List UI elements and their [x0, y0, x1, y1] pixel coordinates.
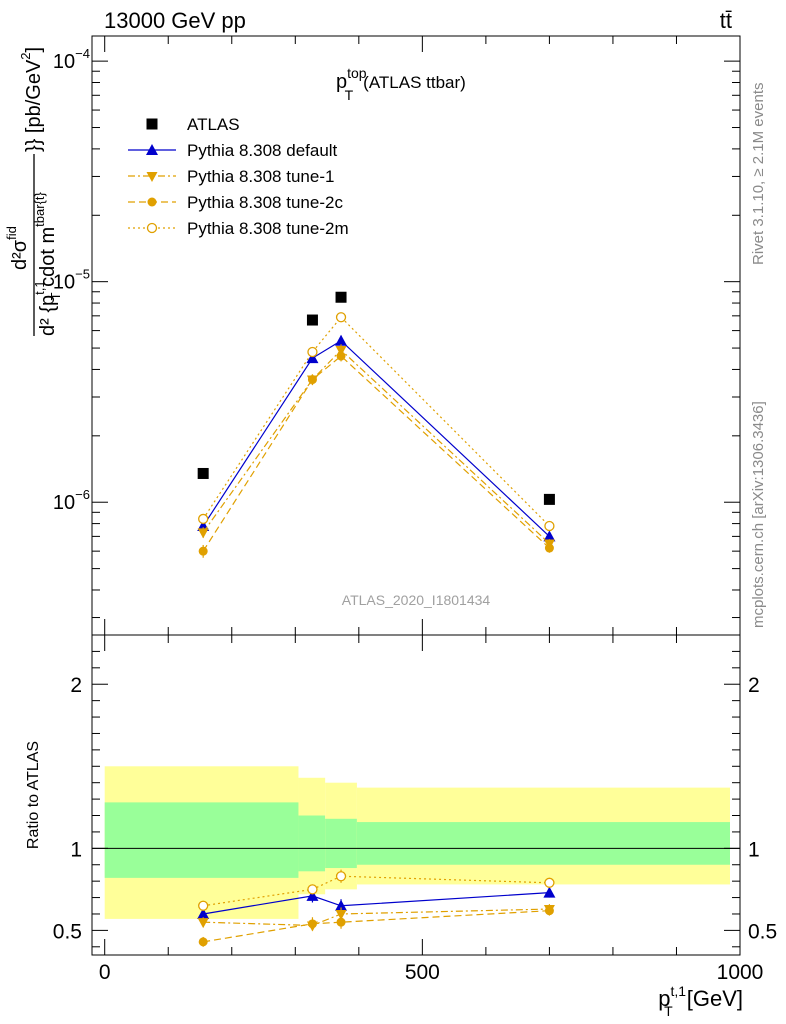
ratio-y-tick-label: 2: [70, 674, 82, 697]
ratio-series-pythia-8-308-tune-2m: [198, 869, 555, 911]
x-tick-label: 0: [99, 961, 111, 984]
ratio-y-axis-label: Ratio to ATLAS: [25, 741, 42, 849]
main-axis-ticks: 10−4 10−5 10−6: [53, 36, 741, 635]
legend-entry-pythia-8-308-tune-2c: Pythia 8.308 tune-2c: [128, 193, 343, 212]
legend-entry-pythia-8-308-tune-1: Pythia 8.308 tune-1: [128, 167, 334, 186]
legend-label: Pythia 8.308 tune-2c: [187, 193, 343, 212]
main-line-pythia-8-308-tune-2c: [202, 355, 550, 552]
ratio-y-tick-label: 0.5: [53, 920, 82, 943]
analysis-id-watermark: ATLAS_2020_I1801434: [342, 592, 491, 608]
ratio-point-pythia-8-308-tune-2c: [544, 906, 554, 916]
main-point-pythia-8-308-tune-2m: [335, 312, 347, 323]
mcplots-label: mcplots.cern.ch [arXiv:1306.3436]: [750, 401, 767, 628]
main-series-atlas: [197, 291, 555, 505]
legend-entry-pythia-8-308-tune-2m: Pythia 8.308 tune-2m: [128, 219, 349, 238]
ratio-point-pythia-8-308-default: [197, 907, 210, 919]
main-point-pythia-8-308-default: [543, 530, 556, 542]
legend-entry-pythia-8-308-default: Pythia 8.308 default: [128, 141, 338, 160]
main-point-atlas: [197, 467, 209, 479]
main-y-axis-label: d²σfid d² {pt,1T cdot mtbar{t} }} [pb/Ge…: [4, 47, 63, 336]
main-point-pythia-8-308-tune-2c: [336, 351, 346, 361]
ratio-point-pythia-8-308-tune-2c: [336, 917, 346, 927]
x-tick-label: 1000: [717, 961, 764, 984]
legend-marker: [146, 144, 158, 155]
ratio-line-pythia-8-308-tune-1: [203, 908, 550, 927]
legend-entry-atlas: ATLAS: [146, 115, 240, 134]
main-point-pythia-8-308-tune-2m: [307, 346, 318, 358]
main-point-pythia-8-308-tune-2m: [544, 520, 555, 532]
ratio-y-tick-label-right: 2: [748, 674, 760, 697]
main-point-pythia-8-308-tune-2c: [544, 543, 554, 553]
svg-text:d²σfid: d²σfid: [4, 226, 31, 270]
main-point-pythia-8-308-default: [306, 352, 319, 364]
main-point-atlas: [306, 314, 318, 326]
ratio-y-tick-label-right: 1: [748, 838, 760, 861]
legend-marker: [147, 197, 157, 207]
main-series-pythia-8-308-tune-2m: [198, 312, 555, 532]
ratio-band-stat: [356, 822, 730, 865]
main-point-atlas: [543, 493, 555, 505]
main-series-pythia-8-308-default: [197, 334, 556, 542]
legend-marker: [146, 172, 158, 182]
process-label: tt̄: [720, 8, 732, 33]
main-series-pythia-8-308-tune-1: [197, 344, 555, 550]
ratio-panel: 0.5 0.5 1 1 2 2 0 500 1000 Ratio to ATLAS pt,1 T …: [25, 634, 777, 1019]
main-point-pythia-8-308-tune-2m: [198, 513, 209, 525]
ratio-axis-ticks: 0.5 0.5 1 1 2 2 0 500 1000: [53, 635, 777, 984]
ratio-frame: [91, 634, 741, 956]
ratio-band-stat: [104, 802, 299, 878]
ratio-point-pythia-8-308-tune-2c: [307, 919, 317, 929]
ratio-data-marks: [197, 869, 556, 947]
ratio-series-pythia-8-308-default: [197, 886, 556, 919]
legend-marker: [146, 118, 158, 130]
ratio-point-pythia-8-308-tune-1: [335, 909, 347, 920]
main-series-pythia-8-308-tune-2c: [198, 350, 554, 558]
legend: ATLAS Pythia 8.308 default Pythia 8.308 tu…: [128, 115, 349, 238]
ratio-point-pythia-8-308-tune-2m: [307, 884, 318, 895]
x-tick-label: 500: [405, 961, 440, 984]
ratio-point-pythia-8-308-tune-1: [197, 918, 209, 929]
plot-title: ptop T(ATLAS ttbar): [336, 65, 466, 103]
ratio-point-pythia-8-308-tune-2m: [335, 871, 347, 882]
ratio-point-pythia-8-308-tune-2m: [544, 877, 555, 888]
ratio-line-pythia-8-308-tune-2c: [203, 910, 550, 943]
main-line-pythia-8-308-default: [202, 339, 550, 537]
beam-label: 13000 GeV pp: [104, 8, 246, 33]
ratio-line-pythia-8-308-tune-2m: [203, 875, 550, 907]
main-data-marks: [197, 291, 556, 558]
ratio-point-pythia-8-308-default: [543, 886, 556, 898]
main-point-pythia-8-308-default: [335, 334, 348, 346]
legend-label: Pythia 8.308 tune-2m: [187, 219, 349, 238]
legend-label: Pythia 8.308 default: [187, 141, 338, 160]
ratio-point-pythia-8-308-tune-2c: [198, 937, 208, 947]
main-point-pythia-8-308-tune-2c: [307, 375, 317, 385]
x-axis-label: pt,1 T [GeV]: [658, 983, 743, 1019]
main-line-pythia-8-308-tune-1: [202, 349, 550, 544]
ratio-y-tick-label: 1: [70, 838, 82, 861]
main-y-tick-label: 10−4: [53, 46, 90, 73]
ratio-point-pythia-8-308-default: [335, 899, 348, 911]
main-y-tick-label: 10−6: [53, 487, 90, 514]
main-line-pythia-8-308-tune-2m: [202, 316, 550, 527]
ratio-uncertainty-bands: [104, 766, 730, 919]
ratio-line-pythia-8-308-default: [203, 892, 550, 915]
main-point-pythia-8-308-tune-2c: [198, 546, 208, 556]
rivet-version-label: Rivet 3.1.10, ≥ 2.1M events: [750, 83, 767, 266]
main-y-tick-label: 10−5: [53, 267, 90, 294]
legend-label: Pythia 8.308 tune-1: [187, 167, 334, 186]
svg-text:}} [pb/GeV2]: }} [pb/GeV2]: [18, 47, 45, 152]
ratio-band-stat: [298, 815, 326, 872]
main-point-atlas: [335, 291, 347, 303]
ratio-point-pythia-8-308-tune-2m: [198, 900, 209, 911]
legend-marker: [146, 222, 158, 234]
legend-label: ATLAS: [187, 115, 240, 134]
ratio-y-tick-label-right: 0.5: [748, 920, 777, 943]
svg-text:d² {pt,1T cdot mtbar{t}: d² {pt,1T cdot mtbar{t}: [32, 191, 63, 336]
ratio-band-stat: [325, 818, 357, 869]
ratio-point-pythia-8-308-default: [306, 889, 319, 901]
main-point-pythia-8-308-tune-1: [197, 528, 209, 539]
main-panel: 10−4 10−5 10−6 ptop T(ATLAS ttbar) ATLAS_20…: [4, 35, 741, 636]
ratio-series-pythia-8-308-tune-2c: [198, 905, 554, 947]
